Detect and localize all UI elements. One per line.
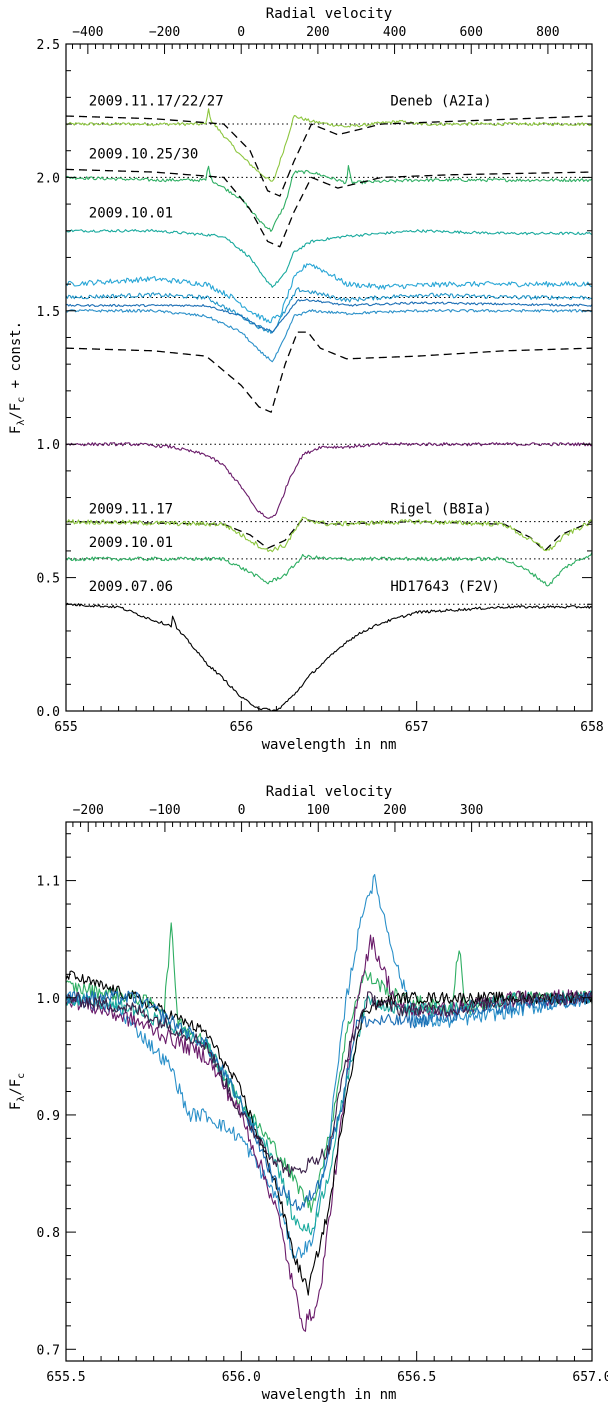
x-tick-label: 656.0 bbox=[222, 1370, 261, 1385]
y-tick-label: 1.0 bbox=[37, 438, 60, 453]
annotation-label: 2009.11.17 bbox=[89, 502, 173, 518]
y-tick-label: 1.5 bbox=[37, 305, 60, 320]
x2-tick-label: 200 bbox=[383, 803, 406, 818]
chart-panel-1: 655 656 657 658 −400 −200 0 200 400 600 800 0.0 0.5 1… bbox=[8, 6, 604, 753]
series-line-3 bbox=[66, 165, 592, 232]
series-line-5 bbox=[66, 228, 592, 288]
x2-tick-label: −200 bbox=[73, 803, 104, 818]
x2-tick-label: 400 bbox=[383, 25, 406, 40]
x2-tick-label: −200 bbox=[149, 25, 180, 40]
x2-axis-title: Radial velocity bbox=[266, 6, 392, 22]
x2-tick-label: −100 bbox=[149, 803, 180, 818]
x2-tick-label: 100 bbox=[307, 803, 330, 818]
series-line-14 bbox=[66, 552, 592, 587]
x-axis-title: wavelength in nm bbox=[262, 737, 397, 753]
x2-tick-label: −400 bbox=[72, 25, 103, 40]
chart-panel-2: 655.5 656.0 656.5 657.0 −200 −100 0 100 200 300 0.… bbox=[8, 784, 608, 1403]
annotation-label: Deneb (A2Ia) bbox=[390, 93, 491, 109]
series-line-11 bbox=[66, 442, 592, 519]
annotation-label: HD17643 (F2V) bbox=[390, 579, 500, 595]
y-tick-label: 0.8 bbox=[37, 1226, 60, 1241]
annotation-label: 2009.07.06 bbox=[89, 579, 173, 595]
series-line-13 bbox=[66, 516, 592, 553]
y-tick-label: 0.0 bbox=[37, 705, 60, 720]
x2-tick-label: 0 bbox=[237, 25, 245, 40]
x2-tick-label: 600 bbox=[459, 25, 482, 40]
annotation-label: Rigel (B8Ia) bbox=[390, 502, 491, 518]
series-line-7 bbox=[66, 990, 592, 1178]
series-line-9 bbox=[66, 308, 592, 363]
x-tick-label: 656.5 bbox=[397, 1370, 436, 1385]
series-line-1 bbox=[66, 108, 592, 182]
series-line-5 bbox=[66, 970, 592, 1296]
series-line-10 bbox=[66, 331, 592, 413]
y-tick-label: 1.1 bbox=[37, 875, 60, 890]
annotation-label: 2009.10.01 bbox=[89, 205, 173, 221]
x-tick-label: 655.5 bbox=[46, 1370, 85, 1385]
x-tick-label: 657.0 bbox=[572, 1370, 608, 1385]
y-axis-title: Fλ/Fc bbox=[8, 1073, 27, 1110]
plot-frame bbox=[65, 43, 593, 712]
x-tick-label: 656 bbox=[230, 720, 253, 735]
y-tick-label: 0.9 bbox=[37, 1109, 60, 1124]
y-tick-label: 0.7 bbox=[37, 1343, 60, 1358]
x-tick-label: 657 bbox=[405, 720, 428, 735]
y-tick-label: 2.0 bbox=[37, 171, 60, 186]
x2-tick-label: 800 bbox=[536, 25, 559, 40]
series-line-15 bbox=[66, 602, 592, 711]
series-line-6 bbox=[66, 263, 592, 324]
x-tick-label: 658 bbox=[580, 720, 603, 735]
plot-frame bbox=[65, 821, 593, 1362]
series-line-4 bbox=[66, 990, 592, 1236]
annotation-label: 2009.11.17/22/27 bbox=[89, 93, 224, 109]
y-tick-label: 1.0 bbox=[37, 992, 60, 1007]
y-tick-label: 0.5 bbox=[37, 572, 60, 587]
y-tick-label: 2.5 bbox=[37, 38, 60, 53]
series-line-2 bbox=[66, 873, 592, 1259]
x2-tick-label: 200 bbox=[306, 25, 329, 40]
series-line-1 bbox=[66, 922, 592, 1213]
series-line-8 bbox=[66, 298, 592, 334]
x-axis-title: wavelength in nm bbox=[262, 1387, 397, 1403]
x2-tick-label: 0 bbox=[238, 803, 246, 818]
series-line-2 bbox=[66, 115, 592, 197]
annotation-label: 2009.10.01 bbox=[89, 535, 173, 551]
series-line-7 bbox=[66, 287, 592, 334]
series-line-12 bbox=[66, 518, 592, 552]
x-tick-label: 655 bbox=[54, 720, 77, 735]
annotation-label: 2009.10.25/30 bbox=[89, 147, 199, 163]
x2-tick-label: 300 bbox=[460, 803, 483, 818]
x2-axis-title: Radial velocity bbox=[266, 784, 392, 800]
series-line-4 bbox=[66, 168, 592, 248]
y-axis-title: Fλ/Fc + const. bbox=[8, 321, 27, 434]
